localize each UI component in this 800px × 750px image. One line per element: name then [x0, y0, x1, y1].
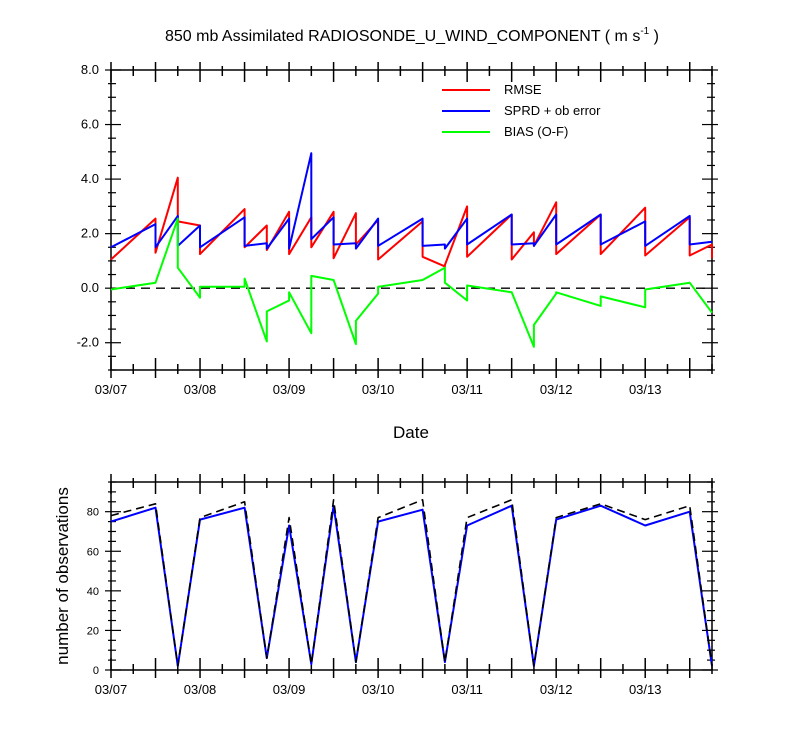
top-x-tick-label: 03/08: [184, 382, 217, 397]
top-y-tick-labels: -2.0 0.0 2.0 4.0 6.0 8.0: [77, 62, 99, 350]
top-series-group: [110, 152, 713, 348]
bottom-x-tick-label: 03/08: [184, 682, 217, 697]
top-x-tick-labels: 03/07 03/08 03/09 03/10 03/11 03/12 03/13: [95, 382, 662, 397]
top-y-tick-label: 6.0: [81, 117, 99, 132]
top-series-bias-o-f: [110, 217, 713, 348]
bottom-y-tick-label: 60: [87, 546, 99, 558]
legend-label-sprd: SPRD + ob error: [504, 103, 601, 118]
top-chart: -2.0 0.0 2.0 4.0 6.0 8.0 03/07 03/08 03/09 03/10…: [77, 62, 718, 442]
top-y-tick-label: 4.0: [81, 171, 99, 186]
bottom-x-tick-label: 03/11: [451, 682, 483, 697]
top-series-sprd-ob-error: [110, 152, 713, 250]
y-axis-label-observations: number of observations: [53, 487, 72, 665]
bottom-y-tick-label: 20: [87, 625, 99, 637]
bottom-x-tick-labels: 03/07 03/08 03/09 03/10 03/11 03/12 03/13: [95, 682, 662, 697]
bottom-x-tick-label: 03/09: [273, 682, 306, 697]
top-y-tick-label: 2.0: [81, 226, 99, 241]
bottom-chart: 0 20 40 60 80 03/07 03/08 03/09 03/10 03/11 03/12…: [53, 474, 718, 697]
top-x-tick-label: 03/10: [362, 382, 395, 397]
top-x-tick-label: 03/13: [629, 382, 662, 397]
bottom-y-tick-label: 40: [87, 586, 99, 598]
legend-label-bias: BIAS (O-F): [504, 124, 568, 139]
top-axis-ticks: [105, 62, 718, 378]
top-x-tick-label: 03/09: [273, 382, 306, 397]
bottom-series-group: [110, 498, 713, 667]
bottom-axis-ticks: [105, 474, 718, 678]
chart-title-end: ): [649, 28, 659, 45]
bottom-y-tick-label: 0: [93, 665, 99, 677]
legend: RMSE SPRD + ob error BIAS (O-F): [442, 82, 601, 139]
bottom-plot-frame: [110, 481, 713, 671]
top-y-tick-label: 0.0: [81, 280, 99, 295]
bottom-x-tick-label: 03/10: [362, 682, 395, 697]
bottom-x-tick-label: 03/07: [95, 682, 128, 697]
top-y-tick-label: -2.0: [77, 335, 99, 350]
top-plot-frame: [110, 69, 713, 371]
bottom-y-tick-label: 80: [87, 507, 99, 519]
top-y-tick-label: 8.0: [81, 62, 99, 77]
bottom-y-tick-labels: 0 20 40 60 80: [87, 507, 99, 677]
bottom-series-used: [110, 504, 713, 667]
chart-title: 850 mb Assimilated RADIOSONDE_U_WIND_COM…: [165, 26, 659, 45]
chart-title-main: 850 mb Assimilated RADIOSONDE_U_WIND_COM…: [165, 28, 640, 45]
legend-label-rmse: RMSE: [504, 82, 542, 97]
x-axis-label: Date: [393, 423, 429, 442]
chart-title-units-exponent: -1: [640, 26, 649, 37]
top-x-tick-label: 03/12: [540, 382, 573, 397]
top-x-tick-label: 03/07: [95, 382, 128, 397]
bottom-x-tick-label: 03/12: [540, 682, 573, 697]
top-x-tick-label: 03/11: [451, 382, 483, 397]
top-series-rmse: [110, 176, 713, 268]
bottom-x-tick-label: 03/13: [629, 682, 662, 697]
bottom-series-total: [110, 498, 713, 667]
